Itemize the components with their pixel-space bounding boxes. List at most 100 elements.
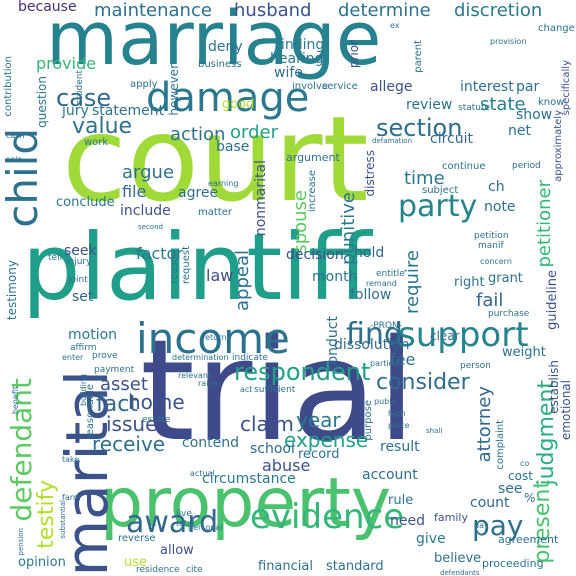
word-substantial: substantial — [59, 500, 67, 539]
word-time: time — [404, 168, 445, 189]
word-determination: determination — [172, 353, 229, 362]
word-ch: ch — [488, 179, 505, 195]
word-marriage: marriage — [46, 0, 382, 82]
word-question: question — [35, 76, 49, 128]
word-personal: personal — [188, 523, 223, 532]
word-find: find — [346, 317, 403, 352]
word-financial: financial — [258, 559, 313, 574]
word-however: however — [167, 64, 181, 116]
word-fail: fail — [476, 290, 504, 311]
word-purchase: purchase — [488, 309, 530, 319]
word-parent: parent — [413, 40, 424, 73]
word-business: business — [198, 59, 242, 70]
word-take: take — [62, 455, 80, 464]
word-court: court — [62, 90, 369, 228]
word-seek: seek — [64, 243, 97, 259]
word-fact: fact — [96, 392, 138, 417]
word-guideline: guideline — [545, 270, 560, 330]
word-hearing: hearing — [270, 51, 324, 67]
word-conclude: conclude — [56, 195, 115, 210]
word-note: note — [484, 199, 516, 215]
word-parties: parties — [370, 359, 398, 368]
word-public: public — [374, 397, 399, 406]
word-factor: factor — [136, 244, 183, 263]
word-allege: allege — [370, 79, 413, 95]
word-right: right — [454, 275, 485, 290]
word-defamation: defamation — [372, 137, 413, 145]
word-second: second — [138, 223, 163, 231]
word-grant: grant — [488, 271, 523, 286]
word-residence: residence — [136, 565, 180, 575]
word-defendants: defendants — [440, 569, 480, 576]
word-matter: matter — [198, 207, 232, 218]
word-joint: joint — [68, 275, 88, 285]
word-statute: statute — [458, 103, 491, 113]
word-argue: argue — [122, 162, 175, 183]
word-day: day — [474, 521, 489, 530]
word-manif: manif — [478, 241, 504, 251]
word-because: because — [18, 0, 77, 15]
word-reasonable: reasonable — [85, 384, 96, 440]
word-jury: jury — [62, 103, 89, 119]
word-injury: injury — [66, 257, 92, 267]
word-prior: prior — [347, 40, 361, 69]
word-support: support — [398, 315, 529, 355]
word-contend: contend — [182, 435, 239, 451]
word-receive: receive — [92, 432, 166, 456]
word-indicate: indicate — [232, 353, 268, 363]
word-value: value — [72, 114, 133, 139]
word-give: give — [416, 531, 446, 547]
word-school: school — [250, 441, 295, 457]
word-sufficient: sufficient — [254, 385, 296, 395]
word-evidence: evidence — [250, 497, 405, 537]
word-agree: agree — [178, 185, 219, 201]
word-act: act — [240, 385, 253, 394]
word-allow: allow — [160, 543, 194, 558]
word-petition: petition — [474, 231, 509, 241]
word-live: live — [176, 509, 192, 519]
word-hold: hold — [354, 245, 385, 261]
word-wife: wife — [274, 65, 303, 81]
word-pron: -PRON- — [370, 321, 402, 331]
word-petitioner: petitioner — [534, 180, 555, 268]
word-interest: interest — [460, 79, 514, 95]
word-nonmarital: nonmarital — [253, 160, 269, 237]
word-use: use — [124, 555, 148, 570]
word-year: year — [296, 408, 341, 432]
word-relevant: relevant — [178, 371, 212, 380]
word-student: student — [75, 70, 85, 105]
word-include: include — [120, 203, 171, 219]
word-cite: cite — [186, 565, 203, 575]
word-deny: deny — [208, 39, 243, 55]
word-weight: weight — [502, 345, 546, 360]
word-co: co — [520, 459, 530, 468]
word-emotional: emotional — [559, 380, 573, 441]
word-base: base — [216, 139, 250, 155]
word-service: service — [322, 81, 358, 92]
word-argument: argument — [286, 151, 340, 164]
word-dissolution: dissolution — [334, 337, 410, 353]
word-enter: enter — [62, 353, 84, 362]
word-subject: subject — [422, 185, 459, 196]
word-sale: sale — [6, 155, 23, 164]
word-testimony: testimony — [5, 260, 19, 321]
word-estate: estate — [142, 415, 171, 425]
word-place: place — [388, 421, 410, 430]
word-property: property — [100, 464, 392, 543]
word-set: set — [72, 289, 94, 305]
word-involve: involve — [292, 81, 329, 92]
word-claim: claim — [240, 412, 294, 436]
word-record: record — [298, 447, 340, 462]
word-law: law — [206, 266, 234, 285]
word-contribution: contribution — [3, 56, 14, 117]
word-request: request — [181, 246, 192, 285]
word-work: work — [84, 137, 109, 148]
word-reason: reason — [169, 250, 180, 284]
word-file: file — [122, 182, 147, 201]
word-circumstance: circumstance — [202, 471, 296, 487]
word-par: par — [516, 79, 540, 95]
word-count: count — [470, 495, 510, 511]
word-prove: prove — [92, 351, 118, 361]
word-circuit: circuit — [430, 131, 473, 147]
word-case: case — [56, 84, 112, 112]
